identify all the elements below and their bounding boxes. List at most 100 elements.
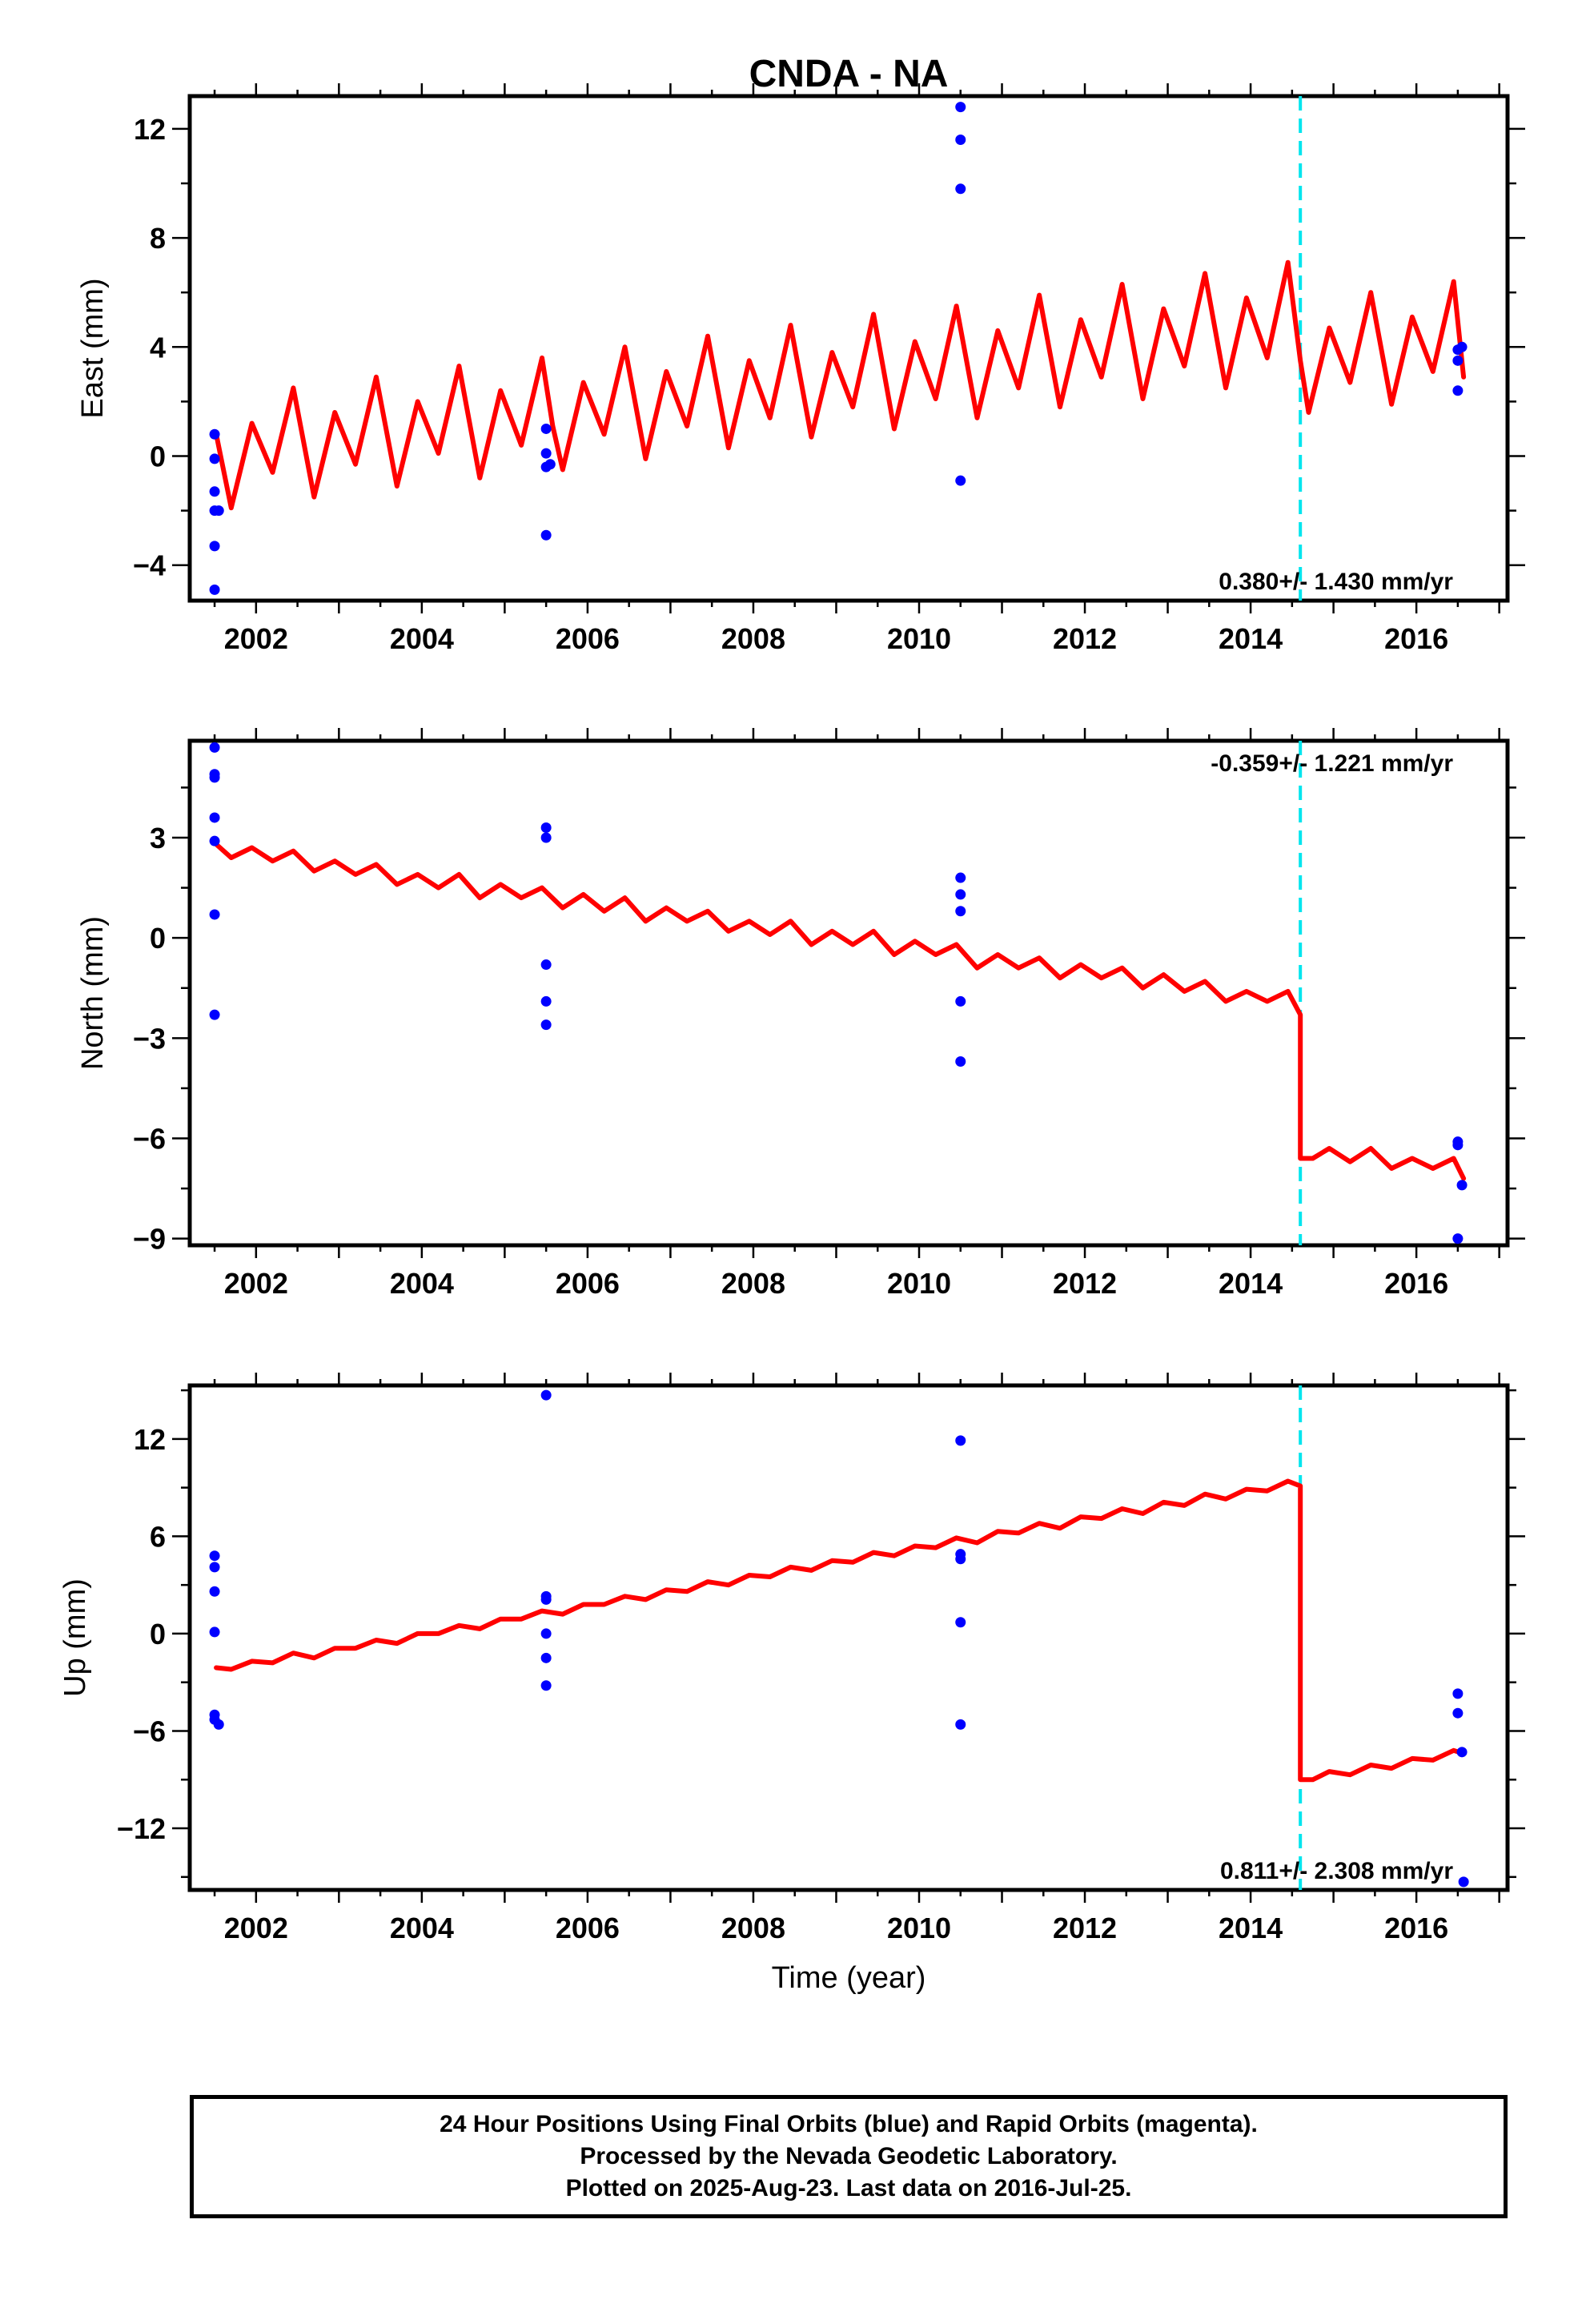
- panel-3-ytick-label: −12: [117, 1812, 166, 1845]
- panel-3-data-point: [213, 1719, 224, 1730]
- panel-3-xtick-label: 2010: [887, 1912, 951, 1944]
- panel-2-ytick-label: 0: [150, 922, 166, 955]
- panel-1-ytick-label: 4: [150, 331, 166, 364]
- panel-1-data-point: [544, 459, 556, 470]
- panel-2-data-point: [1452, 1140, 1464, 1151]
- panel-3-ylabel: Up (mm): [58, 1578, 92, 1697]
- panel-1-data-point: [209, 428, 220, 440]
- panel-1-data-point: [955, 134, 966, 145]
- panel-3-data-point: [1458, 1876, 1469, 1888]
- panel-3-data-point: [1452, 1688, 1464, 1699]
- panel-3-ytick-label: 0: [150, 1618, 166, 1651]
- panel-2-xtick-label: 2010: [887, 1267, 951, 1300]
- panel-2-frame: [187, 738, 1510, 1248]
- panel-1-xtick-label: 2014: [1219, 622, 1283, 655]
- panel-3-data-point: [209, 1586, 220, 1597]
- panel-3-data-point: [540, 1680, 552, 1691]
- panel-1-ytick-label: −4: [133, 549, 166, 582]
- panel-2-data-point: [209, 772, 220, 783]
- panel-3-xtick-label: 2008: [721, 1912, 785, 1944]
- panel-1-data-point: [209, 486, 220, 497]
- chart-title: CNDA - NA: [749, 53, 949, 95]
- panel-3-data-point: [955, 1435, 966, 1446]
- panel-2-data-point: [955, 1056, 966, 1068]
- panel-1-data-point: [1452, 355, 1464, 366]
- panel-1-data-point: [209, 584, 220, 595]
- panel-1-xtick-label: 2012: [1053, 622, 1117, 655]
- panel-1-frame: [187, 94, 1510, 603]
- panel-1-data-point: [955, 475, 966, 486]
- panel-2-data-point: [209, 812, 220, 823]
- panel-3-data-point: [955, 1554, 966, 1565]
- panel-2-xtick-label: 2014: [1219, 1267, 1283, 1300]
- panel-1-velocity-annotation: 0.380+/- 1.430 mm/yr: [1219, 569, 1453, 595]
- panel-1-ytick-label: 0: [150, 440, 166, 473]
- panel-2-data-point: [209, 742, 220, 753]
- panel-2-velocity-annotation: -0.359+/- 1.221 mm/yr: [1211, 750, 1453, 777]
- panel-2-xtick-label: 2006: [556, 1267, 620, 1300]
- panel-3-model-line: [214, 1478, 1467, 1783]
- panel-1-data-point: [1456, 341, 1468, 352]
- panel-2-data-point: [955, 906, 966, 917]
- panel-2-model-line: [214, 842, 1467, 1181]
- panel-2-ytick-label: −9: [133, 1223, 166, 1256]
- panel-3-xtick-label: 2014: [1219, 1912, 1283, 1944]
- panel-3-data-point: [540, 1389, 552, 1401]
- panel-3-xtick-label: 2012: [1053, 1912, 1117, 1944]
- panel-2-ytick-label: −6: [133, 1122, 166, 1155]
- panel-1-data-point: [540, 423, 552, 434]
- panel-3-data-point: [955, 1617, 966, 1628]
- panel-3-data-point: [209, 1562, 220, 1573]
- panel-1-xtick-label: 2010: [887, 622, 951, 655]
- panel-3-xtick-label: 2006: [556, 1912, 620, 1944]
- panel-2-xtick-label: 2002: [224, 1267, 288, 1300]
- panel-2-data-point: [540, 822, 552, 833]
- panel-1-data-point: [955, 102, 966, 113]
- panel-2-xtick-label: 2008: [721, 1267, 785, 1300]
- panel-3-ytick-label: 12: [134, 1423, 166, 1456]
- panel-3-data-point: [955, 1719, 966, 1730]
- panel-2-data-point: [955, 889, 966, 900]
- panel-3-xtick-label: 2004: [390, 1912, 454, 1944]
- panel-3-data-point: [1456, 1747, 1468, 1758]
- panel-1-ylabel: East (mm): [76, 278, 110, 418]
- panel-3-data-point: [540, 1628, 552, 1639]
- panel-3-frame: [187, 1383, 1510, 1892]
- panel-3-data-point: [209, 1626, 220, 1638]
- panel-3-xtick-label: 2002: [224, 1912, 288, 1944]
- figure-caption-box: 24 Hour Positions Using Final Orbits (bl…: [190, 2095, 1508, 2218]
- panel-1-data-point: [1452, 385, 1464, 396]
- panel-1-data-point: [955, 183, 966, 195]
- panel-1-data-point: [540, 448, 552, 459]
- panel-2-data-point: [540, 832, 552, 843]
- panel-2-data-point: [1456, 1180, 1468, 1191]
- panel-1-model-line: [214, 259, 1467, 511]
- panel-1-xtick-label: 2004: [390, 622, 454, 655]
- panel-2-ylabel: North (mm): [76, 916, 110, 1070]
- panel-2-ytick-label: 3: [150, 822, 166, 854]
- panel-2-ytick-label: −3: [133, 1022, 166, 1055]
- panel-2-xtick-label: 2004: [390, 1267, 454, 1300]
- panel-1-xtick-label: 2006: [556, 622, 620, 655]
- caption-line-orbits: 24 Hour Positions Using Final Orbits (bl…: [440, 2111, 1258, 2137]
- panel-3-ytick-label: 6: [150, 1520, 166, 1553]
- panel-3-data-point: [1452, 1707, 1464, 1719]
- panel-1-xtick-label: 2002: [224, 622, 288, 655]
- panel-2-xtick-label: 2016: [1384, 1267, 1448, 1300]
- panel-2-data-point: [209, 835, 220, 846]
- panel-2-data-point: [955, 995, 966, 1007]
- panel-2-data-point: [1452, 1233, 1464, 1244]
- panel-2-data-point: [540, 959, 552, 971]
- panel-2-data-point: [209, 909, 220, 920]
- panel-2-data-point: [209, 1009, 220, 1020]
- panel-2-data-point: [540, 1019, 552, 1031]
- panel-1-data-point: [209, 541, 220, 552]
- panel-1-data-point: [209, 453, 220, 464]
- panel-1-data-point: [213, 505, 224, 517]
- panel-3-data-point: [209, 1550, 220, 1562]
- caption-line-dates: Plotted on 2025-Aug-23. Last data on 201…: [565, 2175, 1132, 2201]
- x-axis-label: Time (year): [772, 1961, 926, 1995]
- panel-1-ytick-label: 8: [150, 222, 166, 255]
- panel-2-xtick-label: 2012: [1053, 1267, 1117, 1300]
